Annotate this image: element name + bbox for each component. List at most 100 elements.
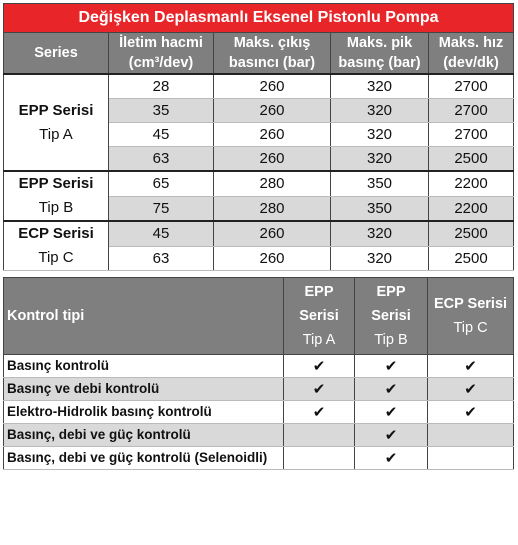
header-row: Kontrol tipi EPP Serisi Tip A EPP Serisi Tip… bbox=[3, 277, 514, 355]
value-cell: 45 bbox=[108, 122, 214, 147]
value-cell: 350 bbox=[330, 195, 429, 222]
row-label: Elektro-Hidrolik basınç kontrolü bbox=[3, 400, 284, 424]
value-cell: 65 bbox=[108, 170, 214, 197]
check-cell: ✔ bbox=[354, 446, 428, 470]
check-mark: ✔ bbox=[312, 358, 326, 375]
row-label: Basınç, debi ve güç kontrolü (Selenoidli… bbox=[3, 446, 284, 470]
value-cell: 63 bbox=[108, 146, 214, 172]
check-mark: ✔ bbox=[464, 358, 477, 375]
value-cell: 260 bbox=[213, 73, 331, 99]
data-row: 63 260 320 2500 bbox=[4, 146, 515, 172]
check-cell: ✔ bbox=[283, 400, 355, 424]
value-cell: 260 bbox=[213, 146, 331, 172]
column-type: Tip A bbox=[302, 332, 336, 348]
value-cell: 75 bbox=[108, 195, 214, 222]
control-table: Kontrol tipi EPP Serisi Tip A EPP Serisi Tip… bbox=[3, 277, 514, 470]
check-cell bbox=[427, 446, 514, 470]
data-row: Elektro-Hidrolik basınç kontrolü ✔ ✔ ✔ bbox=[3, 400, 514, 424]
check-mark: ✔ bbox=[384, 381, 398, 398]
check-cell: ✔ bbox=[354, 354, 428, 378]
row-label: Basınç ve debi kontrolü bbox=[3, 377, 284, 401]
check-cell: ✔ bbox=[427, 400, 514, 424]
value-cell: 2700 bbox=[427, 98, 515, 123]
series-cell: EPP Serisi Tip A bbox=[3, 73, 109, 172]
data-row: ECP Serisi Tip C 45 260 320 2500 bbox=[3, 220, 515, 271]
value-cell: 2700 bbox=[427, 122, 515, 147]
series-type: Tip B bbox=[38, 199, 74, 216]
value-cell: 350 bbox=[330, 170, 429, 197]
value-cell: 2700 bbox=[427, 73, 515, 99]
header-cell: İletim hacmi (cm³/dev) bbox=[108, 32, 214, 75]
data-row: 63 260 320 2500 bbox=[4, 245, 515, 271]
header-cell: Series bbox=[3, 32, 109, 75]
header-cell: Maks. pik basınç (bar) bbox=[330, 32, 429, 75]
check-cell: ✔ bbox=[283, 354, 355, 378]
series-name: EPP Serisi bbox=[18, 101, 94, 119]
check-cell: ✔ bbox=[354, 400, 428, 424]
data-row: 45 260 320 2700 bbox=[4, 122, 515, 147]
value-cell: 35 bbox=[108, 98, 214, 123]
series-type: Tip C bbox=[38, 249, 74, 266]
data-row: 35 260 320 2700 bbox=[4, 98, 515, 123]
value-cell: 2200 bbox=[427, 195, 515, 222]
check-cell: ✔ bbox=[427, 377, 514, 401]
row-label: Basınç, debi ve güç kontrolü bbox=[3, 423, 284, 447]
series-name: EPP Serisi bbox=[18, 175, 94, 192]
value-cell: 2500 bbox=[427, 245, 515, 271]
value-cell: 320 bbox=[330, 122, 429, 147]
value-cell: 28 bbox=[108, 73, 214, 99]
data-row: Basınç ve debi kontrolü ✔ ✔ ✔ bbox=[3, 377, 514, 401]
value-cell: 320 bbox=[330, 220, 429, 247]
value-cell: 2200 bbox=[427, 170, 515, 197]
column-series: EPP Serisi bbox=[299, 284, 339, 324]
check-mark: ✔ bbox=[384, 358, 398, 375]
check-cell: ✔ bbox=[354, 423, 428, 447]
header-cell: EPP Serisi Tip A bbox=[283, 277, 355, 355]
table-title: Değişken Deplasmanlı Eksenel Pistonlu Po… bbox=[2, 3, 515, 33]
value-cell: 260 bbox=[213, 122, 331, 147]
value-cell: 320 bbox=[330, 245, 429, 271]
check-cell bbox=[427, 423, 514, 447]
header-cell: ECP Serisi Tip C bbox=[427, 277, 514, 355]
series-name: ECP Serisi bbox=[18, 225, 94, 242]
column-series: ECP Serisi bbox=[433, 296, 508, 312]
column-type: Tip B bbox=[374, 332, 408, 348]
value-cell: 260 bbox=[213, 220, 331, 247]
check-mark: ✔ bbox=[312, 381, 326, 398]
column-series: EPP Serisi bbox=[371, 284, 411, 324]
data-row: Basınç, debi ve güç kontrolü (Selenoidli… bbox=[3, 446, 514, 470]
check-cell bbox=[283, 446, 355, 470]
data-row: Basınç, debi ve güç kontrolü ✔ bbox=[3, 423, 514, 447]
data-row: Basınç kontrolü ✔ ✔ ✔ bbox=[3, 354, 514, 378]
value-cell: 63 bbox=[108, 245, 214, 271]
series-cell: ECP Serisi Tip C bbox=[3, 220, 109, 271]
check-cell bbox=[283, 423, 355, 447]
value-cell: 320 bbox=[330, 98, 429, 123]
check-mark: ✔ bbox=[464, 404, 477, 421]
series-type: Tip A bbox=[39, 125, 73, 143]
check-mark: ✔ bbox=[384, 450, 398, 467]
header-cell: EPP Serisi Tip B bbox=[354, 277, 428, 355]
value-cell: 320 bbox=[330, 73, 429, 99]
value-cell: 45 bbox=[108, 220, 214, 247]
check-cell: ✔ bbox=[427, 354, 514, 378]
series-cell: EPP Serisi Tip B bbox=[3, 170, 109, 222]
data-row: EPP Serisi Tip A 28 260 320 2700 bbox=[3, 73, 515, 172]
data-row: EPP Serisi Tip B 65 280 350 2200 bbox=[3, 170, 515, 222]
check-mark: ✔ bbox=[384, 427, 398, 444]
value-cell: 2500 bbox=[427, 146, 515, 172]
column-type: Tip C bbox=[453, 320, 488, 336]
content: Değişken Deplasmanlı Eksenel Pistonlu Po… bbox=[2, 3, 515, 470]
header-row: Series İletim hacmi (cm³/dev) Maks. çıkış … bbox=[3, 32, 515, 75]
header-cell: Maks. çıkış basıncı (bar) bbox=[213, 32, 331, 75]
check-mark: ✔ bbox=[312, 404, 326, 421]
value-cell: 260 bbox=[213, 245, 331, 271]
pump-table: Değişken Deplasmanlı Eksenel Pistonlu Po… bbox=[2, 3, 515, 271]
check-mark: ✔ bbox=[384, 404, 398, 421]
value-cell: 320 bbox=[330, 146, 429, 172]
value-cell: 280 bbox=[213, 170, 331, 197]
value-cell: 280 bbox=[213, 195, 331, 222]
header-label: Kontrol tipi bbox=[3, 277, 284, 355]
data-row: 75 280 350 2200 bbox=[4, 195, 515, 222]
